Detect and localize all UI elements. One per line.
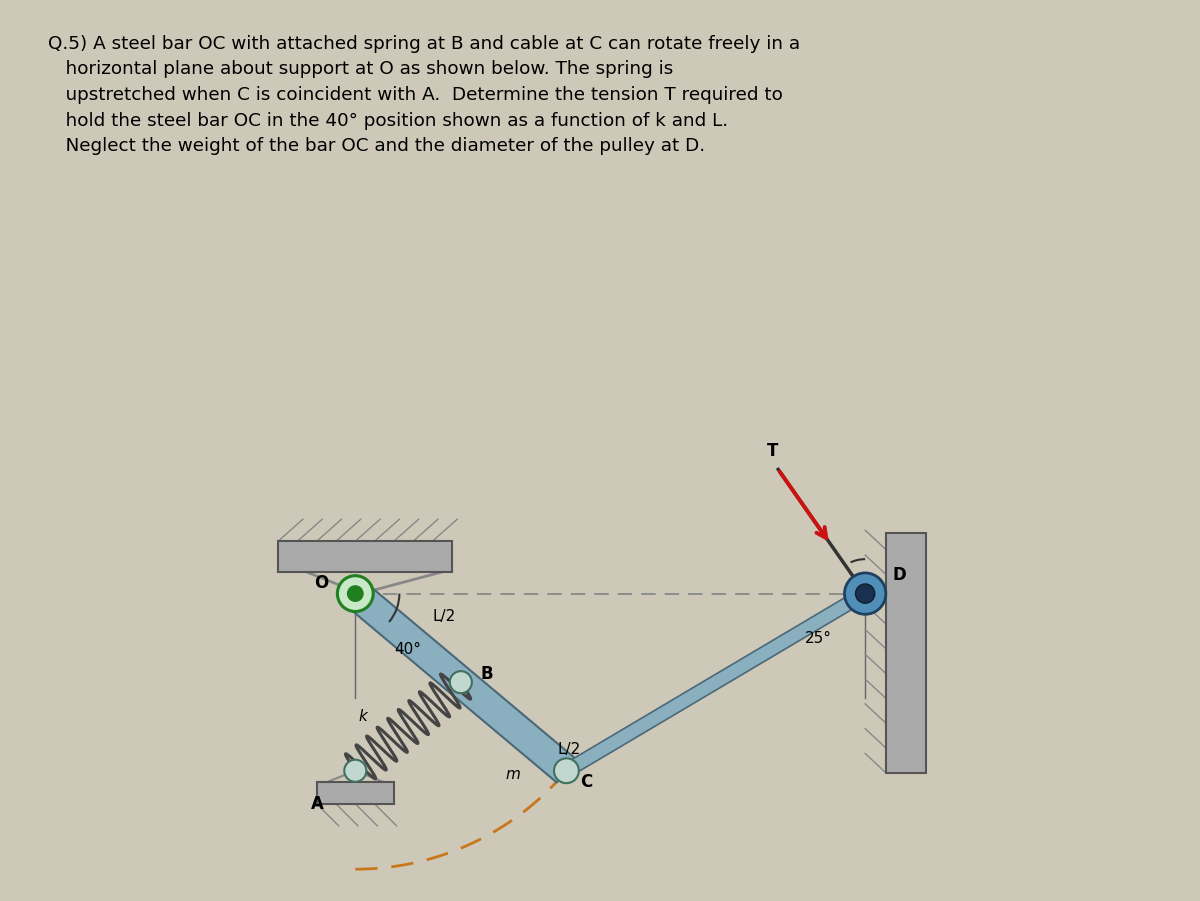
Circle shape [337, 576, 373, 612]
Circle shape [856, 584, 875, 604]
Polygon shape [317, 782, 394, 804]
Text: 40°: 40° [394, 642, 421, 657]
Text: A: A [311, 796, 324, 814]
Text: L/2: L/2 [558, 742, 581, 757]
Circle shape [554, 759, 578, 783]
Text: T: T [767, 441, 779, 460]
Text: Q.5) A steel bar OC with attached spring at B and cable at C can rotate freely i: Q.5) A steel bar OC with attached spring… [48, 34, 800, 155]
Text: m: m [505, 767, 521, 782]
Text: L/2: L/2 [433, 609, 456, 624]
Circle shape [348, 586, 364, 601]
Circle shape [344, 760, 366, 782]
Text: k: k [359, 709, 367, 724]
Polygon shape [886, 533, 925, 773]
Polygon shape [563, 587, 869, 777]
Circle shape [845, 573, 886, 614]
Text: O: O [314, 574, 329, 592]
Circle shape [450, 671, 472, 693]
Text: B: B [480, 666, 493, 684]
Text: 25°: 25° [804, 632, 832, 646]
Polygon shape [346, 582, 576, 782]
Polygon shape [278, 542, 451, 571]
Text: C: C [580, 773, 593, 791]
Text: D: D [893, 566, 906, 584]
